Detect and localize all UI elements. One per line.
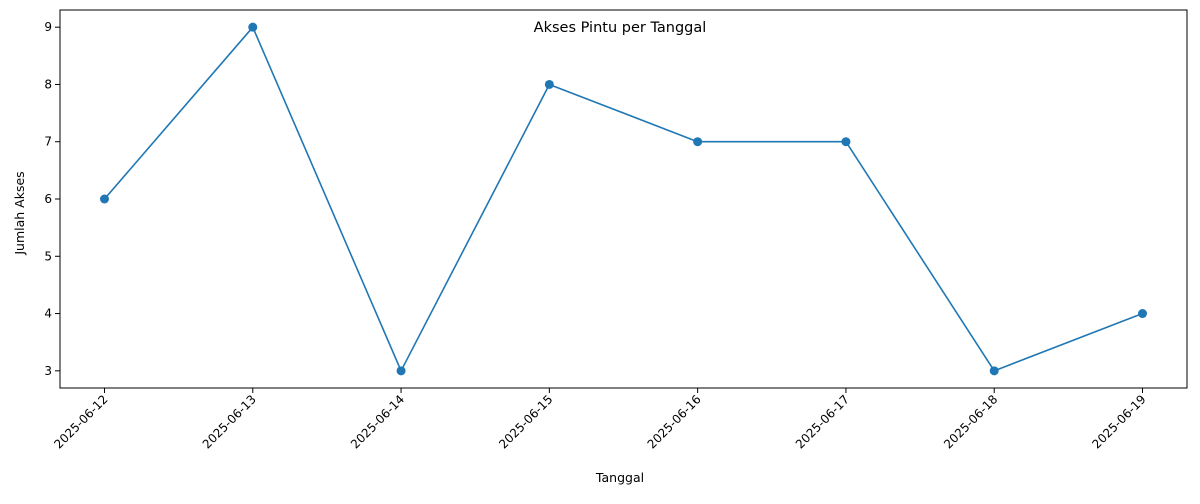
- y-tick-label: 7: [44, 135, 52, 149]
- data-point: [396, 366, 406, 376]
- x-axis-label: Tanggal: [595, 470, 644, 485]
- y-tick-label: 3: [44, 364, 52, 378]
- series-line: [103, 26, 1143, 372]
- y-tick-label: 6: [44, 192, 52, 206]
- y-tick-label: 9: [44, 20, 52, 34]
- chart-title: Akses Pintu per Tanggal: [534, 20, 707, 36]
- data-point: [248, 22, 258, 32]
- y-tick-label: 5: [44, 249, 52, 263]
- data-point: [99, 194, 109, 204]
- data-point: [841, 137, 851, 147]
- plot-area: [99, 22, 1148, 376]
- y-tick-label: 4: [44, 307, 52, 321]
- y-tick-label: 8: [44, 77, 52, 91]
- data-point: [989, 366, 999, 376]
- data-point: [693, 137, 703, 147]
- data-point: [544, 79, 554, 89]
- data-point: [1138, 309, 1148, 319]
- y-axis-label: Jumlah Akses: [12, 171, 27, 255]
